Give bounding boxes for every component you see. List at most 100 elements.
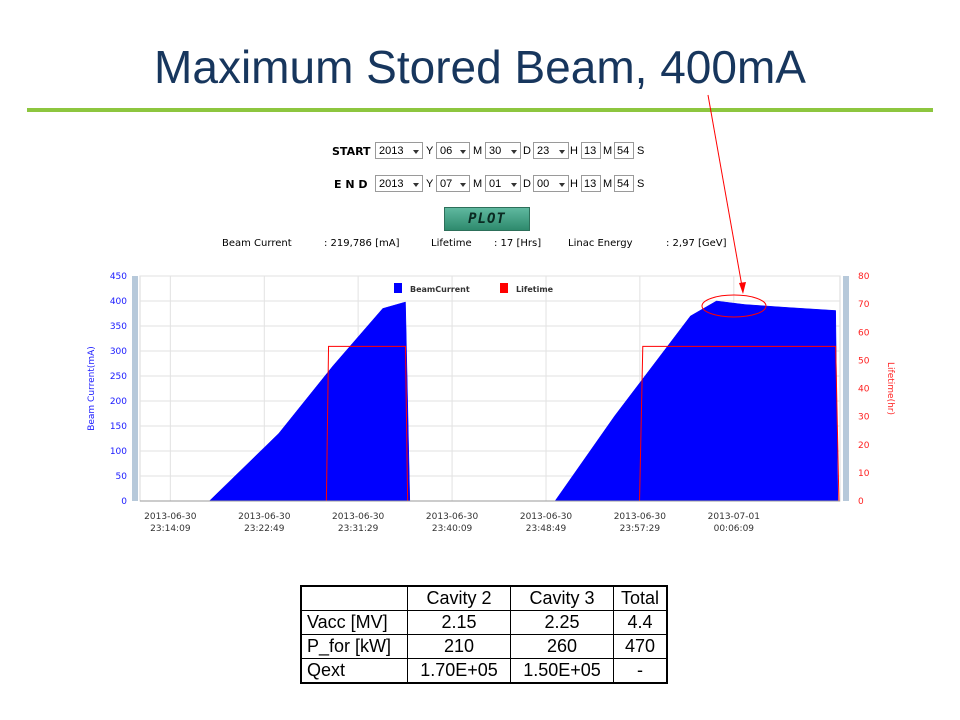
peak-highlight-ellipse xyxy=(701,294,767,318)
end-day-select[interactable]: 01 xyxy=(485,175,521,192)
table-cell: - xyxy=(613,658,668,684)
x-tick-label: 23:31:29 xyxy=(338,524,379,534)
annotation-arrowhead xyxy=(739,282,746,294)
end-month-value: 07 xyxy=(440,178,453,190)
start-year-select[interactable]: 2013 xyxy=(375,142,423,159)
y-axis-label: Beam Current(mA) xyxy=(87,346,97,431)
page-title: Maximum Stored Beam, 400mA xyxy=(154,41,806,93)
table-cell: 2.15 xyxy=(407,610,511,635)
beam-current-value: : 219,786 [mA] xyxy=(324,238,400,249)
y2-tick-label: 60 xyxy=(858,328,870,338)
start-day-unit: D xyxy=(523,145,531,157)
end-day-unit: D xyxy=(523,178,531,190)
start-year-unit: Y xyxy=(426,145,434,157)
beam-chart: 0 50 100 150 200 250 300 350 400 450 0 10 20 30 40 50 60… xyxy=(80,262,900,542)
end-month-select[interactable]: 07 xyxy=(436,175,470,192)
chevron-down-icon xyxy=(559,150,565,154)
y-tick-label: 250 xyxy=(110,372,127,382)
table-cell: Vacc [MV] xyxy=(300,610,408,635)
chevron-down-icon xyxy=(413,183,419,187)
end-minute-unit: M xyxy=(603,178,613,190)
table-cell: 4.4 xyxy=(613,610,668,635)
left-scroll-bar xyxy=(132,276,138,501)
y2-tick-label: 20 xyxy=(858,441,870,451)
x-tick-label: 23:48:49 xyxy=(526,524,567,534)
start-label: START xyxy=(332,145,371,158)
end-second-input[interactable]: 54 xyxy=(614,175,634,192)
start-day-select[interactable]: 30 xyxy=(485,142,521,159)
y-tick-label: 350 xyxy=(110,322,127,332)
start-hour-select[interactable]: 23 xyxy=(533,142,569,159)
table-cell: Qext xyxy=(300,658,408,684)
y2-tick-label: 80 xyxy=(858,272,870,282)
x-tick-label: 2013-06-30 xyxy=(520,512,573,522)
x-tick-label: 2013-06-30 xyxy=(426,512,479,522)
end-year-unit: Y xyxy=(426,178,434,190)
start-month-unit: M xyxy=(473,145,483,157)
linac-energy-label: Linac Energy xyxy=(568,238,633,249)
x-tick-label: 2013-06-30 xyxy=(614,512,667,522)
table-row: Qext 1.70E+05 1.50E+05- xyxy=(300,658,668,684)
chevron-down-icon xyxy=(511,150,517,154)
y2-tick-label: 40 xyxy=(858,385,870,395)
start-month-select[interactable]: 06 xyxy=(436,142,470,159)
chevron-down-icon xyxy=(460,183,466,187)
x-tick-label: 2013-07-01 xyxy=(708,512,760,522)
chevron-down-icon xyxy=(460,150,466,154)
y-tick-label: 400 xyxy=(110,297,127,307)
table-cell: 260 xyxy=(510,634,614,659)
end-hour-value: 00 xyxy=(537,178,550,190)
start-month-value: 06 xyxy=(440,145,453,157)
table-row: P_for [kW] 210 260 470 xyxy=(300,634,668,659)
plot-button[interactable]: PLOT xyxy=(444,207,530,231)
lifetime-line xyxy=(325,345,409,502)
y-tick-label: 450 xyxy=(110,272,127,282)
table-cell: 210 xyxy=(407,634,511,659)
title-divider xyxy=(27,108,933,112)
table-cell: 470 xyxy=(613,634,668,659)
y2-tick-label: 30 xyxy=(858,413,870,423)
legend-label-lifetime: Lifetime xyxy=(516,285,554,294)
y2-tick-label: 50 xyxy=(858,356,870,366)
lifetime-label: Lifetime xyxy=(431,238,472,249)
x-tick-label: 2013-06-30 xyxy=(238,512,291,522)
table-cell: 1.70E+05 xyxy=(407,658,511,684)
table-cell: P_for [kW] xyxy=(300,634,408,659)
table-header-row: Cavity 2 Cavity 3 Total xyxy=(300,585,668,611)
x-tick-label: 2013-06-30 xyxy=(144,512,197,522)
end-hour-select[interactable]: 00 xyxy=(533,175,569,192)
end-day-value: 01 xyxy=(489,178,502,190)
end-label: E N D xyxy=(334,178,368,191)
end-second-unit: S xyxy=(637,178,645,190)
table-cell: 2.25 xyxy=(510,610,614,635)
end-year-select[interactable]: 2013 xyxy=(375,175,423,192)
y-tick-label: 200 xyxy=(110,397,127,407)
chevron-down-icon xyxy=(413,150,419,154)
end-year-value: 2013 xyxy=(379,178,404,190)
x-tick-label: 23:57:29 xyxy=(620,524,661,534)
annotation-arrow-line xyxy=(707,94,744,293)
y2-tick-label: 0 xyxy=(858,497,864,507)
lifetime-line xyxy=(639,345,840,502)
y2-tick-label: 70 xyxy=(858,300,870,310)
table-header-cell: Cavity 3 xyxy=(510,585,614,611)
legend-swatch-lifetime xyxy=(500,283,508,293)
start-second-input[interactable]: 54 xyxy=(614,142,634,159)
table-row: Vacc [MV] 2.15 2.25 4.4 xyxy=(300,610,668,635)
end-minute-input[interactable]: 13 xyxy=(581,175,601,192)
y-tick-label: 50 xyxy=(116,472,128,482)
start-second-unit: S xyxy=(637,145,645,157)
start-year-value: 2013 xyxy=(379,145,404,157)
start-hour-unit: H xyxy=(570,145,578,157)
table-header-cell: Total xyxy=(613,585,668,611)
x-tick-label: 23:14:09 xyxy=(150,524,191,534)
y-tick-label: 100 xyxy=(110,447,127,457)
table-header-cell xyxy=(300,585,408,611)
right-scroll-bar xyxy=(843,276,849,501)
legend-swatch-beam xyxy=(394,283,402,293)
start-minute-input[interactable]: 13 xyxy=(581,142,601,159)
y-tick-label: 150 xyxy=(110,422,127,432)
chevron-down-icon xyxy=(511,183,517,187)
chevron-down-icon xyxy=(559,183,565,187)
